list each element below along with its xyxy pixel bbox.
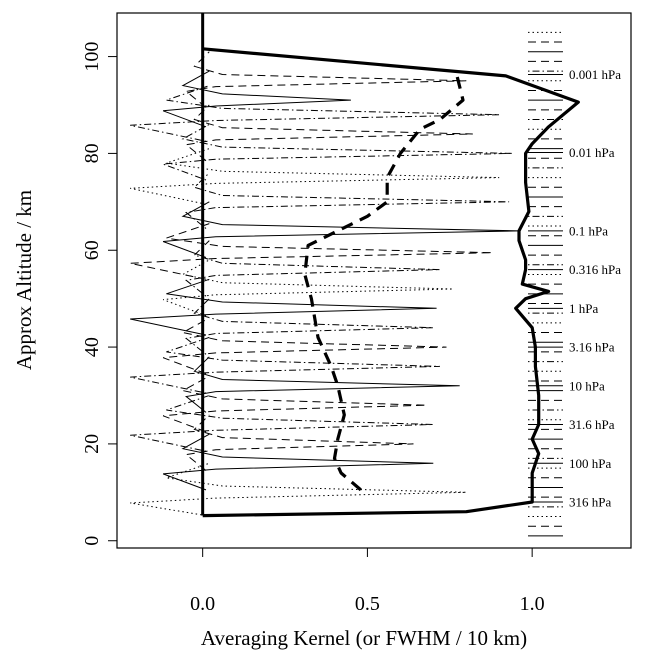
x-tick-label: 0.0 [190,593,215,615]
fwhm-line [303,73,465,492]
kernel-line [162,433,434,491]
pressure-level-label: 3.16 hPa [569,340,615,355]
kernel-line [162,317,447,375]
kernel-line [162,259,454,317]
kernel-line [185,240,440,297]
pressure-level-label: 0.001 hPa [569,67,621,82]
kernel-line [130,395,434,452]
kernel-line [130,278,437,336]
y-tick-label: 80 [81,143,103,163]
pressure-level-label: 0.316 hPa [569,262,621,277]
y-tick-label: 0 [81,536,103,546]
kernel-line [185,104,473,162]
kernel-line [185,172,510,229]
pressure-level-label: 31.6 hPa [569,417,615,432]
axis-ticks: 0.0 0.5 1.0 0 20 40 60 80 100 [81,42,545,615]
pressure-level-label: 316 hPa [569,495,611,510]
kernel-line [162,375,427,433]
legend-layer: 0.001 hPa 0.01 hPa 0.1 hPa 0.316 hPa 1 hPa 3.… [528,31,621,537]
kernel-line [130,148,500,205]
kernel-line [162,123,513,181]
series-layer [130,13,580,518]
kernel-line [162,70,351,128]
kernel-line [185,414,414,471]
pressure-level-label: 0.1 hPa [569,223,608,238]
y-axis-label: Approx Altitude / km [12,190,36,370]
kernel-line [185,356,460,413]
pressure-level-label: 100 hPa [569,456,611,471]
x-tick-label: 0.5 [355,593,380,615]
y-tick-label: 100 [81,42,103,72]
y-tick-label: 20 [81,434,103,454]
pressure-level-label: 0.01 hPa [569,145,615,160]
pressure-level-label: 1 hPa [569,301,598,316]
y-tick-label: 40 [81,337,103,357]
pressure-level-label: 10 hPa [569,378,605,393]
kernel-line [130,462,467,517]
kernel-line [130,85,500,142]
plot-area-frame [116,12,632,549]
kernel-line [130,336,440,394]
kernel-line [185,51,467,108]
x-tick-label: 1.0 [520,593,545,615]
kernel-line [185,298,434,355]
x-axis-label: Averaging Kernel (or FWHM / 10 km) [201,626,527,650]
plot-clip-group [130,13,580,518]
y-tick-label: 60 [81,240,103,260]
kernel-sum-line [202,47,580,518]
